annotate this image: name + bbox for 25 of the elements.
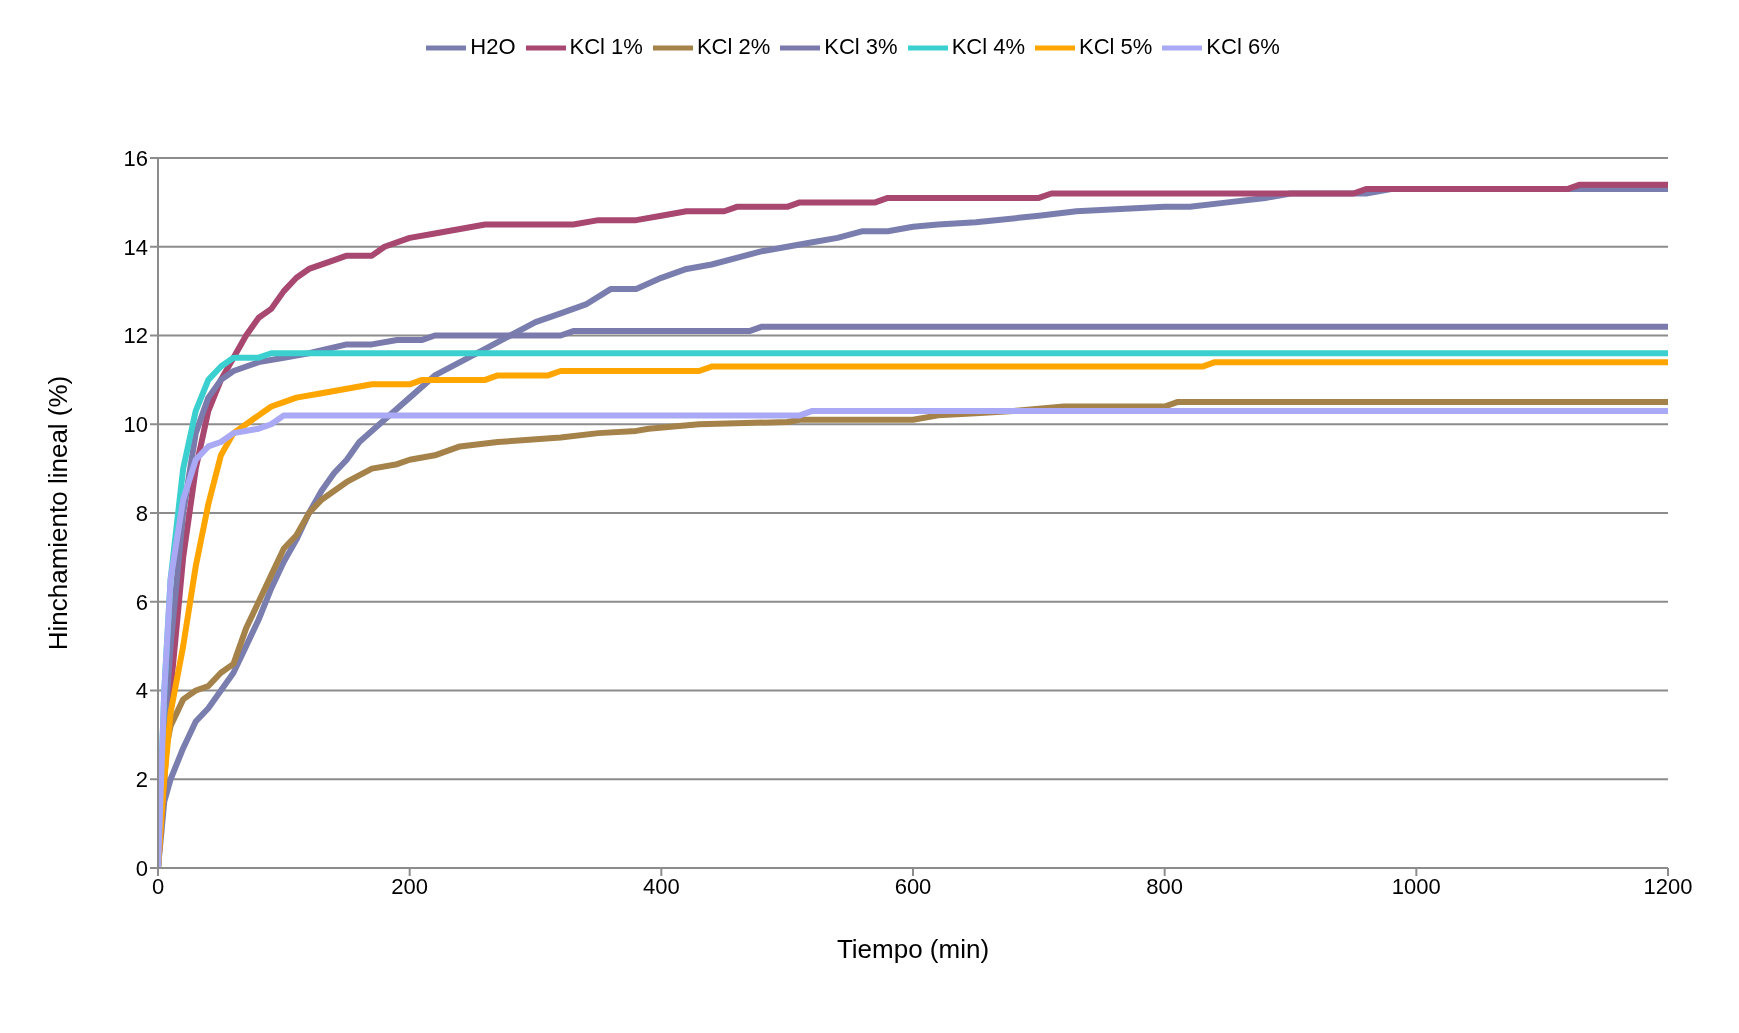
x-tick-label: 1200	[1643, 873, 1693, 899]
legend-label: KCl 1%	[569, 33, 643, 59]
y-tick-label: 4	[135, 678, 148, 704]
y-tick-label: 16	[123, 145, 148, 171]
y-tick-label: 12	[123, 323, 148, 349]
x-tick-label: 200	[391, 873, 429, 899]
legend-label: KCl 3%	[824, 33, 898, 59]
y-tick-label: 8	[135, 500, 148, 526]
x-tick-label: 600	[894, 873, 932, 899]
legend-label: KCl 6%	[1206, 33, 1280, 59]
legend-label: KCl 4%	[951, 33, 1025, 59]
y-tick-label: 0	[135, 855, 148, 881]
y-tick-label: 14	[123, 234, 148, 260]
x-tick-label: 400	[642, 873, 680, 899]
x-axis-title: Tiempo (min)	[836, 934, 990, 964]
y-tick-label: 6	[135, 589, 148, 615]
y-tick-label: 2	[135, 767, 148, 793]
x-tick-label: 0	[151, 873, 165, 899]
legend-label: H2O	[470, 33, 516, 59]
legend-label: KCl 5%	[1078, 33, 1153, 59]
y-axis-title: Hinchamiento lineal (%)	[43, 375, 74, 651]
y-tick-label: 10	[123, 412, 148, 438]
x-tick-label: 800	[1146, 873, 1184, 899]
legend-label: KCl 2%	[696, 33, 771, 59]
x-tick-label: 1000	[1391, 873, 1441, 899]
